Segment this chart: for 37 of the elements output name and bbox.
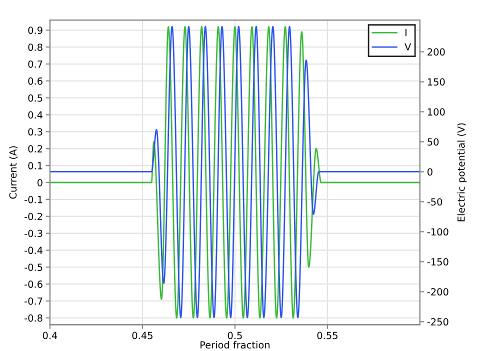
y-tick-label: 0.8	[28, 44, 42, 51]
y-axis-title: Current (A)	[9, 146, 18, 199]
y-tick-label: 0.3	[28, 128, 42, 136]
x-tick-label: 0.55	[317, 332, 338, 340]
y2-tick-label: 200	[428, 48, 445, 56]
y-tick-label: -0.7	[24, 297, 42, 305]
y-tick-label: -0.2	[24, 212, 42, 220]
y2-axis-title: Electric potential (V)	[457, 123, 467, 222]
y2-tick-label: -250	[427, 318, 448, 326]
y-tick-label: 0.6	[28, 77, 42, 85]
y2-tick-label: -50	[427, 198, 442, 206]
y-tick-label: -0.3	[24, 230, 42, 238]
y-tick-label: 0	[37, 178, 42, 186]
x-tick-label: 0.45	[132, 332, 152, 340]
y-tick-label: 0.7	[28, 60, 42, 68]
y2-tick-label: 0	[428, 168, 432, 176]
y2-tick-label: 150	[428, 78, 445, 86]
x-axis-title: Period fraction	[200, 341, 270, 349]
y-tick-label: -0.8	[24, 314, 42, 322]
y-tick-label: -0.1	[24, 196, 42, 204]
y-tick-label: 0.4	[28, 111, 42, 119]
y-tick-label: 0.9	[28, 26, 42, 34]
y-tick-label: 0.5	[28, 94, 42, 102]
y-tick-label: -0.5	[24, 264, 42, 271]
x-tick-label: 0.5	[228, 332, 242, 340]
y2-tick-label: 50	[428, 138, 439, 146]
y2-tick-label: -150	[427, 258, 448, 266]
legend-label: V	[404, 43, 412, 50]
x-tick-label: 0.4	[42, 332, 58, 340]
y-tick-label: 0.1	[28, 162, 42, 170]
legend-label: I	[405, 29, 406, 36]
y2-tick-label: 100	[428, 108, 445, 116]
y-tick-label: -0.6	[24, 280, 42, 288]
y-tick-label: -0.4	[24, 246, 42, 254]
y2-tick-label: -200	[427, 288, 448, 296]
y2-tick-label: -100	[427, 228, 448, 236]
y-tick-label: 0.2	[28, 145, 42, 152]
